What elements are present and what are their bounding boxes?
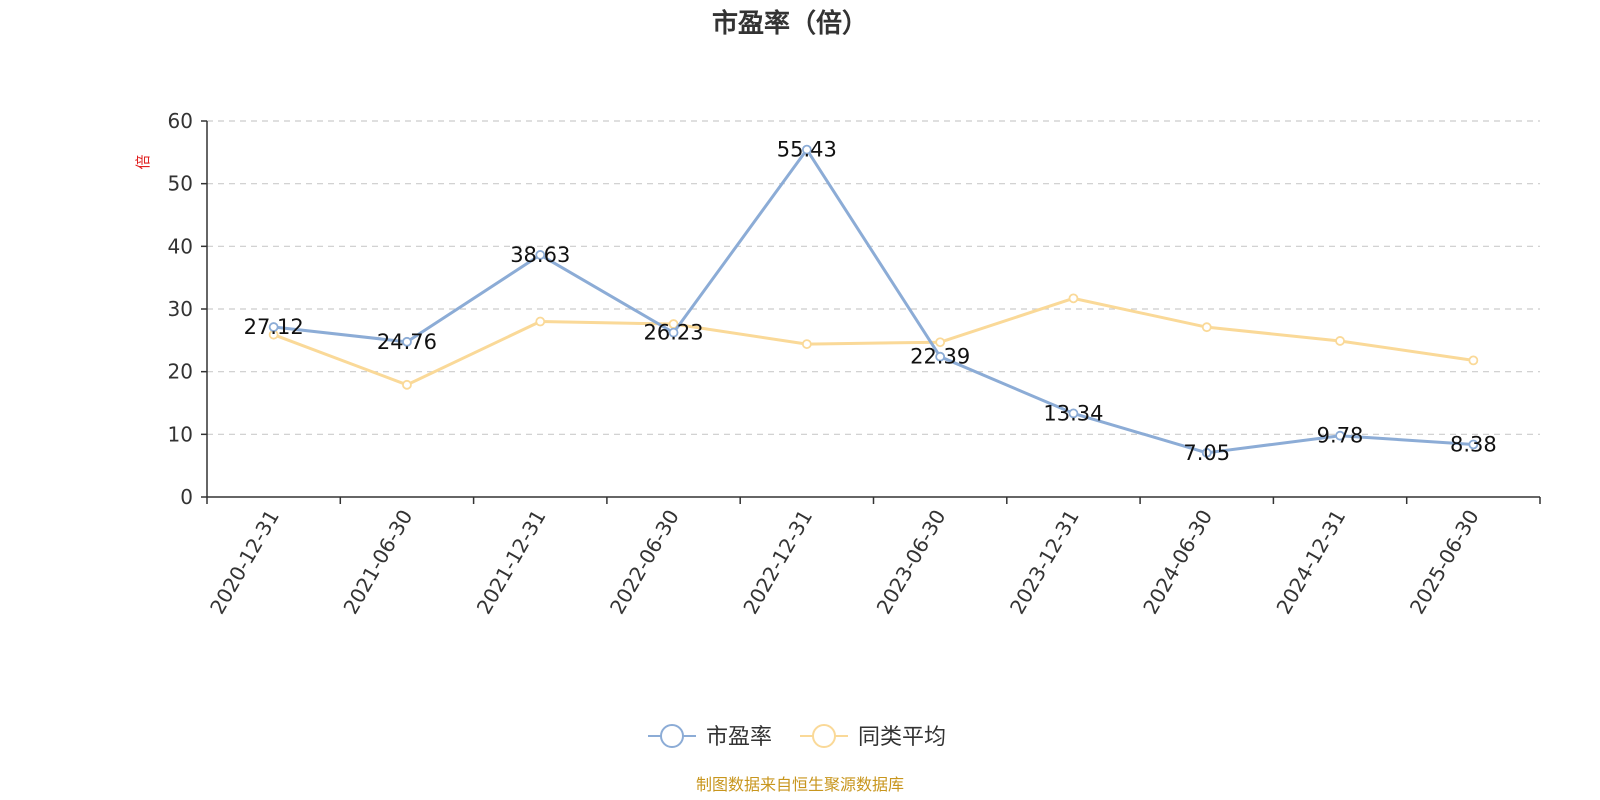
legend[interactable]: 市盈率 同类平均	[648, 724, 946, 750]
data-label: 24.76	[377, 330, 437, 354]
data-point[interactable]	[801, 144, 812, 155]
legend-label: 市盈率	[706, 725, 772, 750]
chart-title: 市盈率（倍）	[712, 8, 868, 39]
grid-lines	[207, 120, 1540, 435]
data-point[interactable]	[1335, 336, 1345, 346]
data-point[interactable]	[535, 250, 546, 260]
data-point[interactable]	[935, 337, 946, 348]
legend-label: 同类平均	[858, 725, 946, 750]
legend-item-1[interactable]: 同类平均	[800, 724, 946, 750]
data-label: 55.43	[777, 138, 837, 162]
x-tick-label: 2022-06-30	[605, 506, 684, 619]
y-tick-label: 10	[168, 422, 193, 446]
x-tick-label: 2023-06-30	[872, 506, 951, 619]
x-tick-label: 2021-06-30	[338, 506, 417, 619]
data-label: 13.34	[1043, 401, 1103, 425]
y-axis-unit-label: 倍	[134, 154, 152, 169]
data-point[interactable]	[1201, 447, 1212, 458]
series-line-1	[273, 296, 1474, 387]
data-point[interactable]	[1201, 322, 1212, 333]
data-point[interactable]	[1068, 408, 1079, 419]
series-layer	[268, 144, 1479, 458]
source-note: 制图数据来自恒生聚源数据库	[696, 775, 904, 794]
data-label: 7.05	[1183, 441, 1230, 465]
legend-marker	[660, 724, 684, 748]
legend-item-0[interactable]: 市盈率	[648, 724, 772, 750]
data-label: 38.63	[510, 243, 570, 267]
y-tick-label: 60	[168, 109, 193, 133]
x-tick-label: 2020-12-31	[205, 506, 284, 619]
x-tick-label: 2022-12-31	[738, 506, 817, 619]
y-axis-ticks: 0 10 20 30 40 50 60	[168, 109, 207, 509]
data-point[interactable]	[1335, 430, 1345, 441]
data-point[interactable]	[535, 316, 546, 327]
data-label: 8.38	[1450, 432, 1497, 456]
y-tick-label: 50	[168, 172, 193, 196]
y-tick-label: 30	[168, 297, 193, 321]
x-axis-ticks: 2020-12-31 2021-06-30 2021-12-31 2022-06-30…	[205, 497, 1541, 619]
data-point[interactable]	[268, 322, 279, 332]
x-tick-label: 2024-06-30	[1138, 506, 1217, 619]
series-line-0	[273, 148, 1474, 455]
x-tick-label: 2023-12-31	[1005, 506, 1084, 619]
data-label: 27.12	[244, 315, 304, 339]
data-label: 26.23	[643, 321, 703, 345]
data-point[interactable]	[801, 339, 812, 349]
x-tick-label: 2021-12-31	[472, 506, 551, 619]
data-point[interactable]	[1068, 293, 1079, 304]
data-point[interactable]	[1468, 355, 1479, 366]
x-tick-label: 2024-12-31	[1271, 506, 1350, 619]
data-point[interactable]	[1468, 439, 1479, 450]
y-tick-label: 40	[168, 234, 193, 258]
data-point[interactable]	[402, 336, 412, 347]
data-point[interactable]	[668, 327, 679, 338]
y-tick-label: 20	[168, 360, 193, 384]
legend-marker	[812, 724, 836, 748]
x-tick-label: 2025-06-30	[1405, 506, 1484, 619]
data-label: 9.78	[1317, 424, 1364, 448]
data-labels: 27.12 24.76 38.63 26.23 55.43 22.39 13.34 7.05 9…	[244, 138, 1497, 465]
data-point[interactable]	[935, 351, 946, 362]
data-label: 22.39	[910, 345, 970, 369]
y-tick-label: 0	[180, 485, 193, 509]
data-point[interactable]	[402, 379, 412, 390]
